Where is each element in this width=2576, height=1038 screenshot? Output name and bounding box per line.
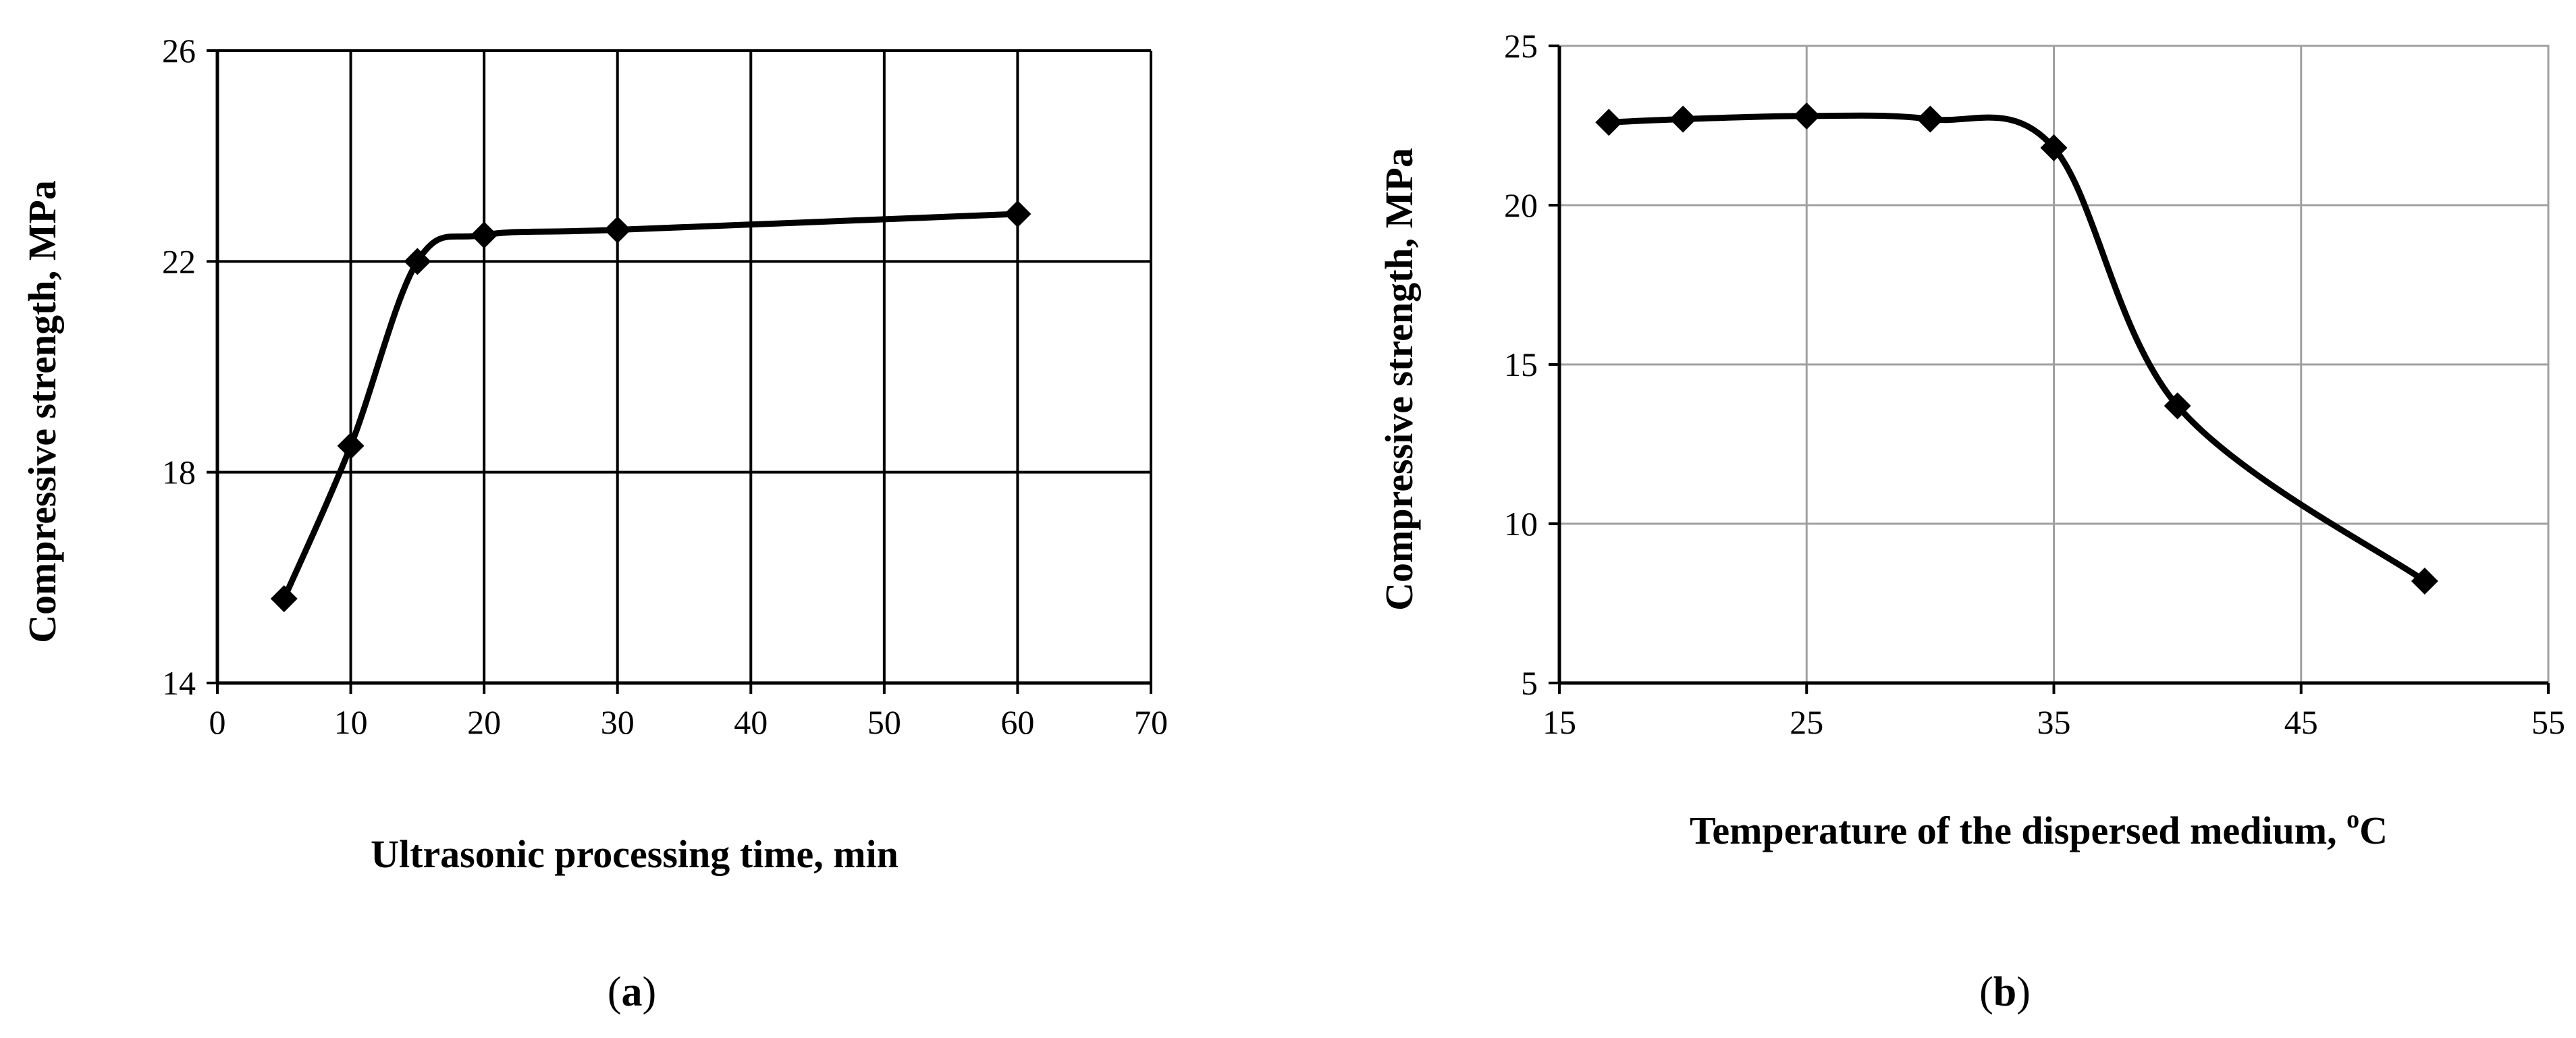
data-point-marker	[337, 432, 365, 460]
tick-labels-a: 0 10 20 30 40 50 60 70 14 18 22 26	[162, 32, 1168, 741]
x-tick-label: 55	[2531, 703, 2565, 741]
series-line	[281, 211, 1018, 600]
data-point-marker	[2411, 567, 2438, 595]
y-tick-label: 18	[162, 454, 196, 491]
grid-a	[217, 49, 1152, 683]
data-point-marker	[471, 221, 498, 249]
caption-a: (a)	[608, 969, 656, 1015]
data-point-marker	[1004, 200, 1031, 228]
x-tick-label: 25	[1790, 703, 1823, 741]
caption-b: (b)	[1979, 969, 2031, 1015]
x-tick-label: 70	[1134, 703, 1168, 741]
data-point-marker	[603, 216, 631, 244]
x-tick-label: 0	[209, 703, 226, 741]
series-line	[1609, 112, 2427, 584]
data-point-marker	[1595, 109, 1623, 136]
y-tick-label: 10	[1504, 505, 1538, 543]
data-point-marker	[270, 585, 298, 613]
data-point-marker	[2164, 392, 2191, 420]
y-axis-title-a: Compressive strength, MPa	[20, 180, 64, 643]
series-a	[270, 200, 1031, 613]
axes-b	[1549, 45, 2550, 694]
data-point-marker	[1669, 105, 1697, 133]
y-tick-label: 15	[1504, 346, 1538, 383]
data-point-marker	[404, 248, 431, 275]
x-tick-label: 60	[1000, 703, 1034, 741]
x-tick-label: 35	[2037, 703, 2071, 741]
data-point-marker	[1793, 102, 1821, 130]
y-tick-label: 14	[162, 664, 196, 702]
x-tick-label: 20	[467, 703, 501, 741]
x-tick-label: 50	[867, 703, 901, 741]
axes-a	[207, 49, 1152, 694]
x-axis-title-b: Temperature of the dispersed medium, oC	[1690, 805, 2388, 852]
y-axis-title-b: Compressive strength, MPa	[1377, 148, 1421, 611]
y-tick-label: 20	[1504, 186, 1538, 224]
x-axis-title-a: Ultrasonic processing time, min	[371, 832, 898, 876]
data-point-marker	[1916, 105, 1944, 133]
series-b	[1595, 102, 2438, 595]
x-tick-label: 45	[2284, 703, 2318, 741]
chart-panel-a: 0 10 20 30 40 50 60 70 14 18 22 26 Compressive stre…	[20, 32, 1168, 1015]
x-tick-label: 40	[734, 703, 768, 741]
y-tick-label: 25	[1504, 27, 1538, 65]
y-tick-label: 26	[162, 32, 196, 70]
x-tick-label: 30	[601, 703, 635, 741]
x-tick-label: 10	[334, 703, 368, 741]
data-point-marker	[2040, 134, 2068, 162]
x-tick-label: 15	[1542, 703, 1576, 741]
y-tick-label: 5	[1521, 664, 1538, 702]
y-tick-label: 22	[162, 242, 196, 280]
